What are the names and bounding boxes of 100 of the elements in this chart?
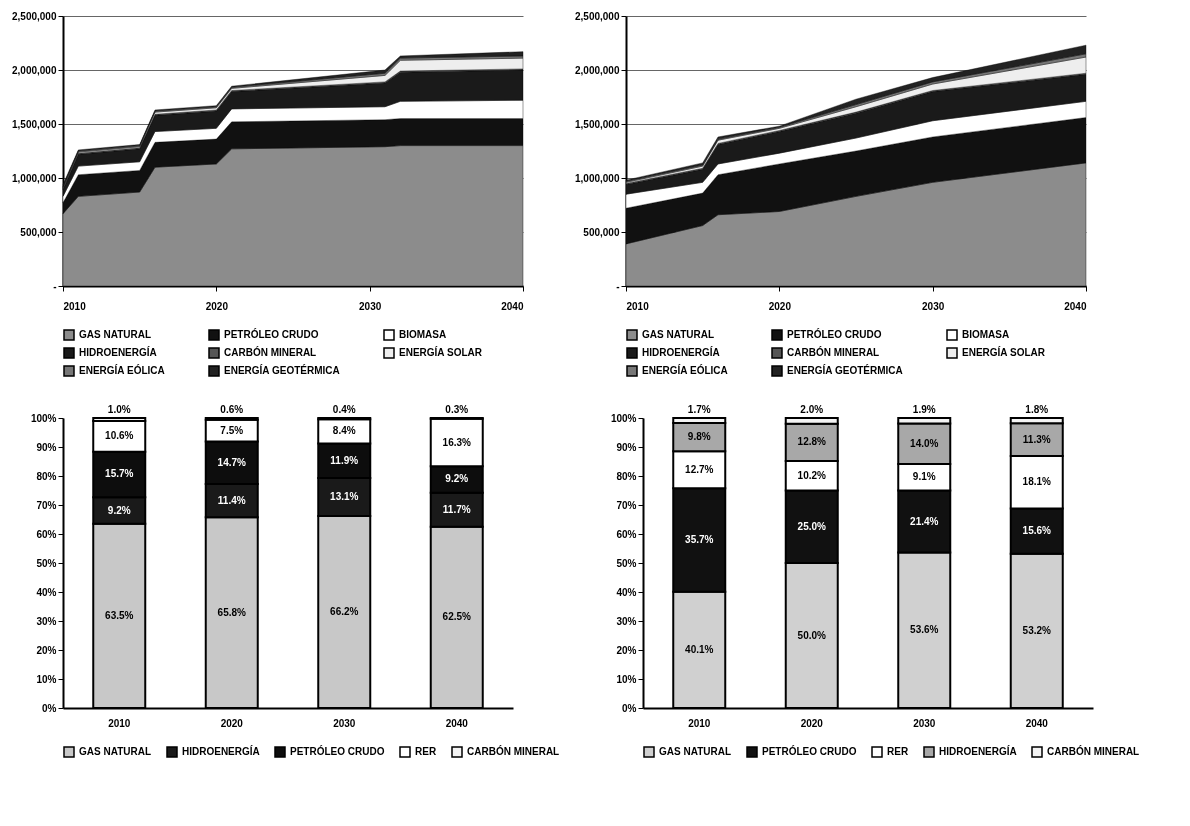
data-label: 40.1%	[685, 643, 714, 655]
y-tick-label: 40%	[616, 586, 637, 598]
data-label: 25.0%	[797, 520, 827, 532]
y-tick-label: 0%	[622, 702, 637, 714]
x-tick-label: 2040	[445, 717, 469, 729]
y-tick-label: 70%	[616, 499, 637, 511]
x-tick-label: 2020	[768, 300, 792, 312]
y-tick-label: 80%	[616, 470, 637, 482]
legend-label: GAS NATURAL	[642, 329, 715, 340]
data-label: 1.0%	[107, 404, 131, 415]
y-tick-label: 10%	[36, 673, 57, 685]
x-tick-label: 2030	[359, 300, 382, 312]
y-tick-label: -	[616, 280, 620, 292]
legend-label: GAS NATURAL	[79, 746, 152, 757]
data-label: 13.1%	[330, 491, 359, 503]
y-tick-label: 60%	[616, 528, 637, 540]
data-label: 11.3%	[1022, 433, 1051, 445]
x-tick-label: 2040	[1064, 300, 1087, 312]
data-label: 9.1%	[912, 471, 936, 483]
data-label: 0.4%	[332, 404, 356, 415]
y-tick-label: 1,500,000	[12, 118, 57, 130]
data-label: 16.3%	[442, 436, 472, 448]
legend-label: ENERGÍA GEOTÉRMICA	[787, 364, 903, 376]
data-label: 62.5%	[442, 611, 472, 623]
y-tick-label: 60%	[36, 528, 57, 540]
y-tick-label: 2,000,000	[12, 64, 57, 76]
x-tick-label: 2010	[688, 717, 711, 729]
data-label: 12.8%	[797, 436, 827, 448]
x-tick-label: 2020	[800, 717, 824, 729]
legend-label: ENERGÍA SOLAR	[399, 346, 483, 358]
y-tick-label: 30%	[36, 615, 57, 627]
data-label: 10.2%	[797, 469, 827, 481]
legend-label: ENERGÍA GEOTÉRMICA	[224, 364, 340, 376]
data-label: 35.7%	[685, 533, 714, 545]
y-tick-label: 100%	[30, 412, 57, 424]
legend-label: PETRÓLEO CRUDO	[290, 745, 385, 757]
y-tick-label: 20%	[616, 644, 637, 656]
y-tick-label: 50%	[36, 557, 57, 569]
y-tick-label: 30%	[616, 615, 637, 627]
data-label: 1.9%	[912, 404, 936, 415]
data-label: 18.1%	[1022, 476, 1052, 488]
legend-label: RER	[887, 746, 909, 757]
x-tick-label: 2020	[205, 300, 229, 312]
data-label: 11.4%	[217, 494, 246, 506]
legend-label: HIDROENERGÍA	[79, 346, 157, 358]
legend-label: ENERGÍA EÓLICA	[642, 364, 728, 376]
legend-label: HIDROENERGÍA	[939, 745, 1017, 757]
y-tick-label: 50%	[616, 557, 637, 569]
legend-label: HIDROENERGÍA	[182, 745, 260, 757]
y-tick-label: 1,500,000	[575, 118, 620, 130]
x-tick-label: 2040	[1025, 717, 1049, 729]
data-label: 7.5%	[220, 424, 244, 436]
data-label: 11.9%	[330, 454, 359, 466]
data-label: 53.6%	[910, 624, 939, 636]
data-label: 9.2%	[107, 504, 131, 516]
legend-label: CARBÓN MINERAL	[1047, 745, 1140, 757]
legend-label: CARBÓN MINERAL	[224, 346, 317, 358]
data-label: 14.7%	[217, 456, 247, 468]
y-tick-label: 10%	[616, 673, 637, 685]
data-label: 9.8%	[687, 431, 711, 443]
y-tick-label: 500,000	[583, 226, 620, 238]
x-tick-label: 2030	[922, 300, 945, 312]
data-label: 1.7%	[687, 404, 711, 415]
x-tick-label: 2030	[913, 717, 936, 729]
x-tick-label: 2010	[63, 300, 87, 312]
data-label: 15.7%	[105, 468, 134, 480]
legend-label: BIOMASA	[962, 329, 1010, 340]
y-tick-label: 1,000,000	[12, 172, 57, 184]
x-tick-label: 2020	[220, 717, 244, 729]
data-label: 14.0%	[910, 437, 939, 449]
data-label: 1.8%	[1025, 404, 1049, 415]
data-label: 66.2%	[330, 606, 359, 618]
y-tick-label: 2,500,000	[575, 10, 620, 22]
y-tick-label: 20%	[36, 644, 57, 656]
legend-label: CARBÓN MINERAL	[787, 346, 880, 358]
data-label: 63.5%	[105, 609, 134, 621]
legend-label: BIOMASA	[399, 329, 447, 340]
data-label: 65.8%	[217, 606, 247, 618]
data-label: 2.0%	[800, 404, 824, 415]
legend-label: PETRÓLEO CRUDO	[787, 328, 882, 340]
data-label: 11.7%	[442, 503, 471, 515]
legend-label: ENERGÍA EÓLICA	[79, 364, 165, 376]
legend-label: GAS NATURAL	[79, 329, 152, 340]
y-tick-label: 0%	[42, 702, 57, 714]
y-tick-label: 100%	[610, 412, 637, 424]
legend-label: PETRÓLEO CRUDO	[762, 745, 857, 757]
y-tick-label: 1,000,000	[575, 172, 620, 184]
x-tick-label: 2040	[501, 300, 524, 312]
data-label: 8.4%	[332, 425, 356, 437]
y-tick-label: 2,000,000	[575, 64, 620, 76]
x-tick-label: 2030	[333, 717, 356, 729]
x-tick-label: 2010	[626, 300, 650, 312]
y-tick-label: 90%	[36, 441, 57, 453]
legend-label: PETRÓLEO CRUDO	[224, 328, 319, 340]
data-label: 12.7%	[685, 463, 714, 475]
y-tick-label: 70%	[36, 499, 57, 511]
legend-label: CARBÓN MINERAL	[467, 745, 560, 757]
data-label: 9.2%	[445, 473, 469, 485]
data-label: 50.0%	[797, 629, 827, 641]
y-tick-label: 40%	[36, 586, 57, 598]
